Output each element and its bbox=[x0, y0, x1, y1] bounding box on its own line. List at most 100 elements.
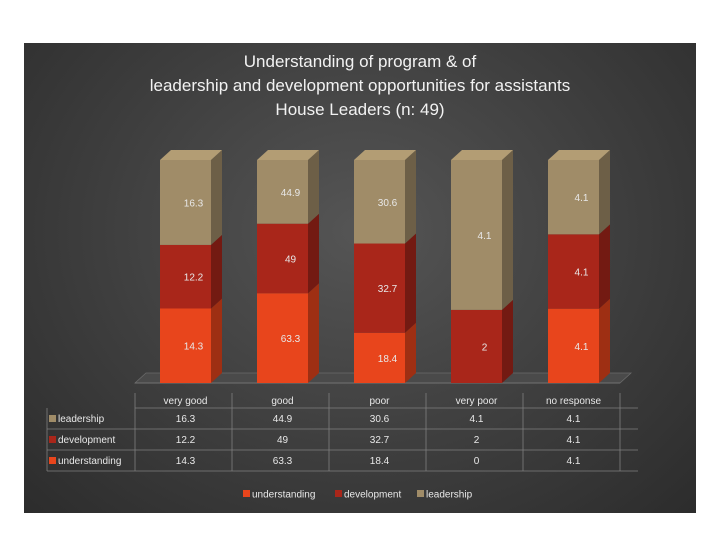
bar-front bbox=[257, 223, 308, 294]
bar-understanding-no-response bbox=[548, 298, 610, 383]
bar-front bbox=[160, 244, 211, 309]
table-cell: 44.9 bbox=[273, 414, 293, 425]
table-legend-key bbox=[49, 436, 56, 443]
bar-front bbox=[548, 234, 599, 309]
bar-side bbox=[502, 150, 513, 310]
table-row-label: development bbox=[58, 435, 115, 446]
legend-label: development bbox=[344, 490, 401, 501]
data-label-understanding-poor: 18.4 bbox=[378, 354, 398, 365]
bar-side bbox=[502, 299, 513, 383]
data-label-leadership-very-good: 16.3 bbox=[184, 198, 204, 209]
bar-side bbox=[405, 150, 416, 244]
chart-title-line-2: leadership and development opportunities… bbox=[149, 76, 571, 95]
data-label-development-good: 49 bbox=[285, 254, 297, 265]
table-header-poor: poor bbox=[369, 396, 390, 407]
bar-top bbox=[160, 150, 222, 160]
table-cell: 32.7 bbox=[370, 435, 390, 446]
bar-side bbox=[405, 322, 416, 383]
data-label-leadership-very-poor: 4.1 bbox=[478, 231, 492, 242]
bar-side bbox=[308, 213, 319, 294]
bar-front bbox=[160, 160, 211, 245]
bar-side bbox=[599, 224, 610, 309]
legend: understanding development leadership bbox=[243, 490, 473, 501]
data-label-understanding-good: 63.3 bbox=[281, 334, 301, 345]
data-label-leadership-no-response: 4.1 bbox=[575, 193, 589, 204]
bar-understanding-very-good bbox=[160, 298, 222, 383]
data-label-leadership-poor: 30.6 bbox=[378, 198, 398, 209]
table-row-label: leadership bbox=[58, 414, 105, 425]
table-cell: 4.1 bbox=[470, 414, 484, 425]
table-row: understanding 14.3 63.3 18.4 0 4.1 bbox=[49, 456, 581, 467]
bar-development-no-response bbox=[548, 224, 610, 309]
data-label-development-no-response: 4.1 bbox=[575, 268, 589, 279]
legend-item-development: development bbox=[335, 490, 401, 501]
bar-side bbox=[211, 150, 222, 245]
table-header-very-good: very good bbox=[164, 396, 208, 407]
table-cell: 30.6 bbox=[370, 414, 390, 425]
bar-side bbox=[308, 150, 319, 224]
bar-leadership-poor bbox=[354, 150, 416, 244]
chart-title: Understanding of program & of leadership… bbox=[24, 50, 696, 122]
table-cell: 16.3 bbox=[176, 414, 196, 425]
table-row-label: understanding bbox=[58, 456, 121, 467]
bar-side bbox=[599, 150, 610, 235]
chart-title-line-3: House Leaders (n: 49) bbox=[275, 100, 445, 119]
bar-side bbox=[211, 298, 222, 383]
bar-development-good bbox=[257, 213, 319, 294]
table-cell: 63.3 bbox=[273, 456, 293, 467]
table-row: development 12.2 49 32.7 2 4.1 bbox=[49, 435, 581, 446]
bar-front bbox=[160, 308, 211, 383]
bar-side bbox=[308, 283, 319, 383]
data-label-development-very-poor: 2 bbox=[482, 342, 488, 353]
bar-understanding-good bbox=[257, 283, 319, 383]
table-cell: 4.1 bbox=[567, 435, 581, 446]
table-cell: 0 bbox=[474, 456, 480, 467]
bar-front bbox=[257, 293, 308, 383]
bar-front bbox=[354, 332, 405, 383]
data-label-understanding-very-good: 14.3 bbox=[184, 342, 204, 353]
legend-item-understanding: understanding bbox=[243, 490, 315, 501]
bar-top bbox=[257, 150, 319, 160]
table-cell: 18.4 bbox=[370, 456, 390, 467]
data-table: very good good poor very poor no response lea… bbox=[46, 393, 638, 472]
bar-front bbox=[354, 243, 405, 333]
table-cell: 14.3 bbox=[176, 456, 196, 467]
table-row: leadership 16.3 44.9 30.6 4.1 4.1 bbox=[49, 414, 581, 425]
bar-development-poor bbox=[354, 233, 416, 333]
legend-swatch bbox=[417, 490, 424, 497]
chart-title-line-1: Understanding of program & of bbox=[243, 52, 477, 71]
table-cell: 4.1 bbox=[567, 414, 581, 425]
bar-front bbox=[354, 160, 405, 244]
table-header-very-poor: very poor bbox=[456, 396, 498, 407]
bar-front bbox=[548, 308, 599, 383]
bar-front bbox=[257, 160, 308, 224]
bar-front bbox=[451, 309, 502, 383]
bar-development-very-poor bbox=[451, 299, 513, 383]
data-label-development-poor: 32.7 bbox=[378, 284, 398, 295]
bar-top bbox=[548, 150, 610, 160]
table-header-no-response: no response bbox=[546, 396, 601, 407]
bar-leadership-no-response bbox=[548, 150, 610, 235]
table-header-good: good bbox=[271, 396, 293, 407]
bar-top bbox=[451, 150, 513, 160]
bar-side bbox=[599, 298, 610, 383]
bar-front bbox=[548, 160, 599, 235]
table-cell: 2 bbox=[474, 435, 480, 446]
bar-development-very-good bbox=[160, 234, 222, 309]
bar-side bbox=[211, 234, 222, 309]
bars-group: 14.312.216.363.34944.918.432.730.6024.14… bbox=[160, 150, 610, 384]
legend-label: understanding bbox=[252, 490, 315, 501]
table-cell: 12.2 bbox=[176, 435, 196, 446]
legend-swatch bbox=[335, 490, 342, 497]
table-cell: 4.1 bbox=[567, 456, 581, 467]
legend-label: leadership bbox=[426, 490, 473, 501]
data-label-leadership-good: 44.9 bbox=[281, 188, 301, 199]
data-label-development-very-good: 12.2 bbox=[184, 273, 204, 284]
bar-leadership-very-poor bbox=[451, 150, 513, 310]
bar-leadership-very-good bbox=[160, 150, 222, 245]
bar-top bbox=[354, 150, 416, 160]
table-legend-key bbox=[49, 457, 56, 464]
legend-swatch bbox=[243, 490, 250, 497]
bar-understanding-poor bbox=[354, 322, 416, 383]
